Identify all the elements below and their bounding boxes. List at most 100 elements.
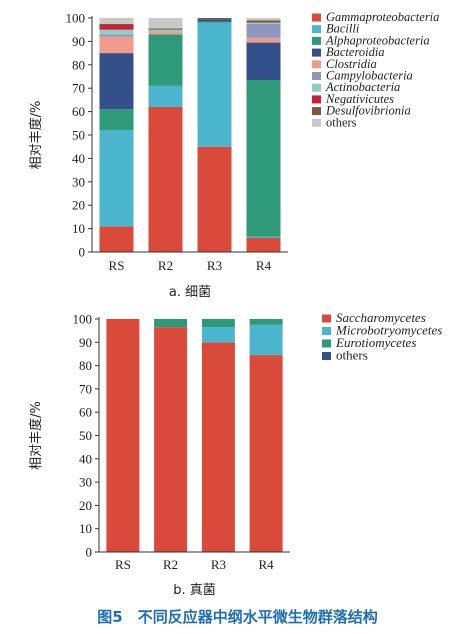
x-tick-label: R4	[259, 557, 275, 572]
x-tick-label: R4	[256, 258, 272, 273]
panel-subcaption: b. 真菌	[173, 583, 216, 598]
y-tick-label: 40	[79, 451, 92, 466]
y-tick-label: 80	[79, 358, 92, 373]
y-tick-label: 30	[72, 174, 85, 189]
x-tick-label: RS	[109, 258, 125, 273]
bar-segment-R3-bacteroidia	[197, 19, 232, 22]
bar-segment-R4-others	[246, 18, 281, 21]
bar-segment-R3-saccharomycetes	[201, 342, 235, 552]
legend-label: Desulfovibrionia	[325, 104, 411, 118]
legend-swatch-others	[322, 352, 331, 360]
legend-label: others	[336, 348, 368, 363]
x-tick-label: RS	[115, 557, 131, 572]
bar-segment-RS-bacilli	[99, 130, 134, 227]
y-tick-label: 0	[86, 545, 93, 560]
legend-label: Negativicutes	[325, 92, 394, 106]
bar-segment-R3-desulfovibrionia	[197, 18, 232, 20]
bar-segment-R3-gammaproteobacteria	[197, 146, 232, 252]
legend-swatch-others	[312, 118, 321, 127]
bar-segment-R4-saccharomycetes	[249, 355, 283, 552]
y-tick-label: 60	[72, 104, 85, 119]
bar-segment-R2-clostridia	[148, 32, 183, 35]
bar-segment-R4-actinobacteria	[246, 22, 281, 24]
bar-segment-R4-desulfovibrionia	[246, 20, 281, 23]
legend-label: Eurotiomycetes	[335, 335, 416, 350]
legend-label: others	[326, 115, 357, 129]
legend-swatch-bacilli	[312, 25, 321, 34]
bar-segment-R3-microbotryomycetes	[201, 327, 235, 343]
bar-segment-RS-negativicutes	[99, 25, 134, 30]
legend-swatch-desulfovibrionia	[312, 107, 321, 116]
y-tick-label: 50	[72, 128, 85, 143]
bar-segment-R4-microbotryomycetes	[249, 324, 283, 356]
bar-segment-R4-bacilli	[246, 236, 281, 238]
y-tick-label: 90	[72, 34, 85, 49]
legend-swatch-gammaproteobacteria	[312, 13, 321, 22]
bar-segment-R2-eurotiomycetes	[154, 319, 188, 328]
bar-segment-RS-alphaproteobacteria	[99, 109, 134, 131]
legend-swatch-saccharomycetes	[322, 314, 331, 323]
legend-label: Bacteroidia	[326, 45, 385, 59]
bar-segment-R4-campylobacteria	[246, 23, 281, 38]
bar-segment-RS-bacteroidia	[99, 53, 134, 110]
y-tick-label: 80	[72, 57, 85, 72]
bar-segment-R4-clostridia	[246, 37, 281, 43]
legend-swatch-alphaproteobacteria	[312, 36, 321, 45]
y-axis-label: 相对丰度/%	[28, 401, 44, 470]
y-tick-label: 70	[72, 81, 85, 96]
bar-segment-R2-bacilli	[148, 85, 183, 107]
bar-segment-RS-actinobacteria	[99, 29, 134, 35]
y-tick-label: 10	[79, 521, 92, 536]
legend-swatch-actinobacteria	[312, 83, 321, 92]
y-tick-label: 10	[72, 221, 85, 236]
panel-subcaption: a. 细菌	[169, 285, 211, 300]
legend-swatch-bacteroidia	[312, 48, 321, 57]
bar-segment-RS-others	[99, 18, 134, 24]
legend-label: Campylobacteria	[326, 69, 413, 83]
bar-segment-RS-campylobacteria	[99, 34, 134, 37]
legend-swatch-clostridia	[312, 60, 321, 69]
bar-segment-R4-gammaproteobacteria	[246, 237, 281, 252]
fungi-chart: RS R2 R3 R4 0 10 20 30 40 50 60 70 80 90 100 相对丰度/% b. 真…	[28, 310, 442, 598]
legend-label: Bacilli	[326, 22, 360, 36]
legend-swatch-microbotryomycetes	[322, 327, 331, 335]
bar-segment-R2-alphaproteobacteria	[148, 34, 183, 86]
bar-segment-R4-bacteroidia	[246, 42, 281, 81]
y-tick-label: 100	[66, 11, 86, 26]
figure-caption: 图5 不同反应器中纲水平微生物群落结构	[97, 608, 378, 626]
bar-segment-R4-alphaproteobacteria	[246, 80, 281, 237]
bar-segment-R3-alphaproteobacteria	[197, 21, 232, 23]
bacteria-chart: RS R2 R3 R4 0 10 20 30 40 50 60 70 80 90 100 相对丰度/% a. 细…	[28, 10, 439, 300]
legend-label: Saccharomycetes	[336, 310, 426, 325]
y-tick-label: 40	[72, 151, 85, 166]
x-tick-label: R3	[207, 258, 222, 273]
bar-segment-R2-saccharomycetes	[154, 327, 188, 552]
y-tick-label: 100	[73, 312, 93, 327]
y-tick-label: 90	[79, 335, 92, 350]
bar-segment-R3-eurotiomycetes	[201, 319, 235, 328]
x-tick-label: R2	[163, 557, 178, 572]
legend-label: Gammaproteobacteria	[326, 10, 439, 24]
legend-label: Microbotryomycetes	[335, 323, 442, 338]
y-tick-label: 30	[79, 475, 92, 490]
legend-swatch-campylobacteria	[312, 72, 321, 80]
legend-label: Alphaproteobacteria	[325, 33, 430, 47]
bar-segment-R3-bacilli	[197, 22, 232, 147]
bar-segment-R4-eurotiomycetes	[249, 319, 283, 325]
bar-segment-R2-others	[148, 18, 183, 29]
y-tick-label: 70	[79, 381, 92, 396]
x-tick-label: R2	[158, 258, 173, 273]
bar-segment-R2-desulfovibrionia	[148, 28, 183, 30]
legend-swatch-eurotiomycetes	[322, 339, 331, 348]
y-tick-label: 20	[79, 498, 92, 513]
bar-segment-RS-saccharomycetes	[106, 319, 140, 552]
legend-label: Actinobacteria	[325, 80, 400, 94]
bar-segment-RS-desulfovibrionia	[99, 23, 134, 26]
y-tick-label: 0	[79, 245, 86, 260]
y-tick-label: 60	[79, 405, 92, 420]
y-tick-label: 50	[79, 428, 92, 443]
x-tick-label: R3	[211, 557, 226, 572]
y-tick-label: 20	[72, 198, 85, 213]
bar-segment-RS-clostridia	[99, 36, 134, 54]
